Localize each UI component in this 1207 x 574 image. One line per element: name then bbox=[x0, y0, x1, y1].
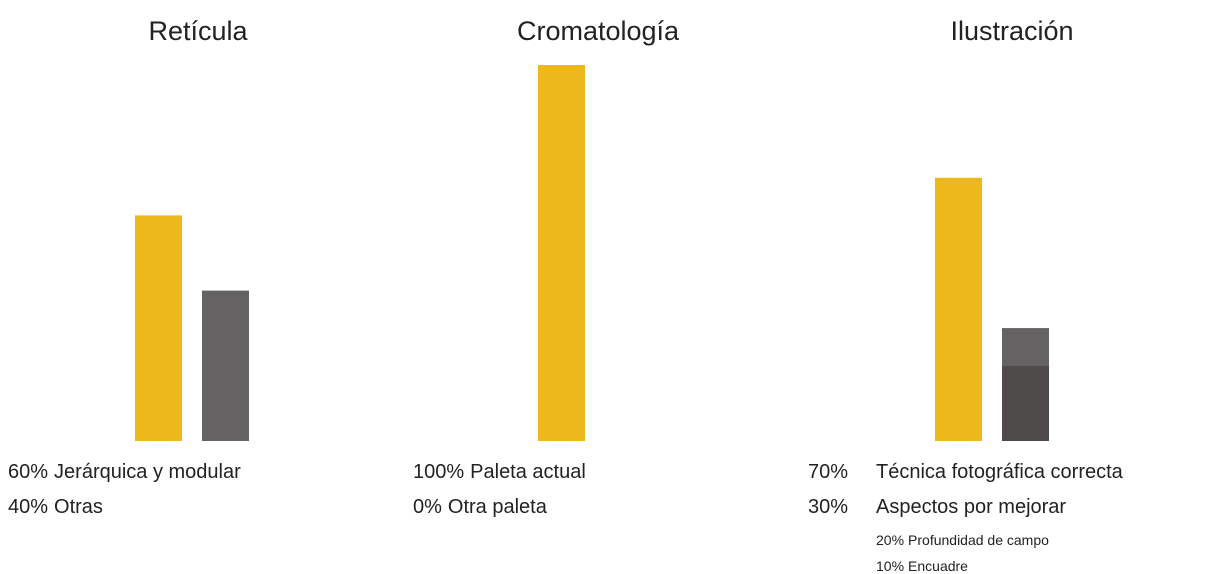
legend-value: 0% bbox=[413, 496, 442, 518]
legend-name: Técnica fotográfica correcta bbox=[876, 461, 1124, 483]
legend-name: Encuadre bbox=[908, 558, 968, 574]
bar bbox=[538, 65, 585, 441]
legend-value: 10% bbox=[876, 558, 904, 574]
legend-value: 40% bbox=[8, 496, 48, 518]
chart-title: Cromatología bbox=[517, 16, 680, 46]
legend-entry: 0% Otra paleta bbox=[413, 496, 548, 518]
legend-entry: 60% Jerárquica y modular bbox=[8, 461, 241, 483]
legend-entry: 100% Paleta actual bbox=[413, 461, 586, 483]
legend-value: 100% bbox=[413, 461, 464, 483]
chart-title: Ilustración bbox=[950, 16, 1073, 46]
legend-name: Aspectos por mejorar bbox=[876, 496, 1066, 518]
legend-name: Profundidad de campo bbox=[908, 532, 1049, 548]
legend-name: Jerárquica y modular bbox=[54, 461, 241, 483]
bar bbox=[202, 290, 249, 441]
bar-segment bbox=[1002, 365, 1049, 441]
legend-entry: 30% Aspectos por mejorar bbox=[808, 496, 1066, 518]
legend-value: 60% bbox=[8, 461, 48, 483]
bar bbox=[935, 177, 982, 442]
legend-name: Otras bbox=[54, 496, 103, 518]
legend-name: Otra paleta bbox=[448, 496, 548, 518]
legend-entry: 40% Otras bbox=[8, 496, 103, 518]
legend-value: 30% bbox=[808, 496, 848, 518]
bar-segment bbox=[1002, 328, 1049, 366]
legend-subentry: 10% Encuadre bbox=[876, 558, 968, 574]
legend-value: 70% bbox=[808, 461, 848, 483]
legend-value: 20% bbox=[876, 532, 904, 548]
legend-subentry: 20% Profundidad de campo bbox=[876, 532, 1049, 548]
legend-entry: 70% Técnica fotográfica correcta bbox=[808, 461, 1124, 483]
bar bbox=[135, 215, 182, 441]
legend-name: Paleta actual bbox=[470, 461, 586, 483]
chart-title: Retícula bbox=[148, 16, 248, 46]
